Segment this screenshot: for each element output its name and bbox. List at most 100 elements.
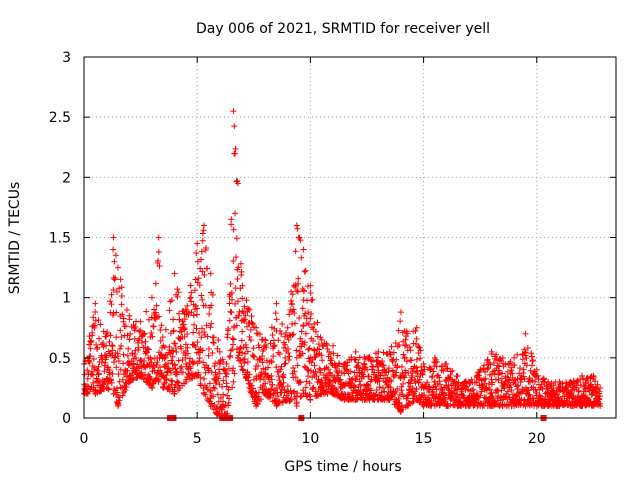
data-point	[507, 382, 514, 389]
data-point	[280, 379, 287, 386]
x-axis-label: GPS time / hours	[284, 459, 401, 475]
data-point	[258, 369, 265, 376]
data-point	[455, 383, 462, 390]
data-point	[117, 327, 124, 334]
data-point	[220, 377, 227, 384]
data-point	[182, 354, 189, 361]
data-point	[268, 385, 275, 392]
data-point	[92, 308, 99, 315]
data-point	[129, 361, 136, 368]
data-point	[118, 333, 125, 340]
data-point	[98, 358, 105, 365]
data-point	[237, 285, 244, 292]
data-point	[242, 341, 249, 348]
data-point	[300, 322, 307, 329]
data-point	[388, 378, 395, 385]
data-point	[118, 292, 125, 299]
data-point	[100, 328, 107, 335]
data-point	[108, 291, 115, 298]
data-point	[268, 376, 275, 383]
data-point	[487, 361, 494, 368]
data-point	[197, 374, 204, 381]
data-point	[103, 333, 110, 340]
data-point	[196, 358, 203, 365]
data-point	[92, 317, 99, 324]
data-point	[212, 360, 219, 367]
data-point	[416, 344, 423, 351]
data-point	[153, 302, 160, 309]
data-point	[403, 333, 410, 340]
data-point	[84, 375, 91, 382]
data-point	[228, 309, 235, 316]
data-point	[227, 352, 234, 359]
data-point	[536, 392, 543, 399]
data-point	[311, 347, 318, 354]
data-point	[106, 367, 113, 374]
data-point	[334, 388, 341, 395]
data-point	[162, 326, 169, 333]
data-point	[366, 354, 373, 361]
data-point	[115, 357, 122, 364]
data-point	[299, 350, 306, 357]
data-point	[272, 310, 279, 317]
data-point	[209, 291, 216, 298]
data-point	[243, 297, 250, 304]
data-point	[420, 360, 427, 367]
data-point	[404, 395, 411, 402]
data-point	[394, 363, 401, 370]
data-point	[94, 344, 101, 351]
axis-ticks: 0 0.5 1 1.5 2 2.5 3 0 5 10 15 20	[49, 50, 616, 447]
data-point	[251, 324, 258, 331]
data-point	[243, 374, 250, 381]
data-point	[194, 240, 201, 247]
data-point	[176, 310, 183, 317]
data-point	[118, 301, 125, 308]
data-point	[116, 378, 123, 385]
data-point	[453, 378, 460, 385]
data-point	[198, 256, 205, 263]
data-point	[381, 388, 388, 395]
data-point	[238, 337, 245, 344]
data-point	[384, 381, 391, 388]
data-point	[171, 390, 178, 397]
data-point	[347, 368, 354, 375]
data-point	[124, 367, 131, 374]
data-point	[491, 370, 498, 377]
data-point	[390, 349, 397, 356]
data-point	[575, 379, 582, 386]
data-point	[524, 345, 531, 352]
data-point	[178, 363, 185, 370]
data-point	[91, 322, 98, 329]
data-point	[168, 357, 175, 364]
data-point	[238, 363, 245, 370]
data-point	[529, 362, 536, 369]
data-point	[193, 325, 200, 332]
data-point	[403, 328, 410, 335]
data-point	[87, 345, 94, 352]
data-point	[113, 309, 120, 316]
data-point	[114, 264, 121, 271]
data-point	[589, 390, 596, 397]
data-point	[235, 352, 242, 359]
data-point	[148, 329, 155, 336]
data-point	[132, 318, 139, 325]
data-point	[291, 310, 298, 317]
data-point	[190, 321, 197, 328]
data-point	[228, 216, 235, 223]
data-point	[95, 370, 102, 377]
data-point	[288, 396, 295, 403]
data-point	[567, 379, 574, 386]
data-point	[229, 341, 236, 348]
x-tick-label: 5	[193, 431, 202, 447]
data-point	[403, 358, 410, 365]
data-point	[380, 362, 387, 369]
data-point	[104, 385, 111, 392]
data-point	[262, 380, 269, 387]
data-point	[374, 354, 381, 361]
data-point	[211, 363, 218, 370]
data-point	[305, 346, 312, 353]
data-point	[494, 362, 501, 369]
data-point	[385, 365, 392, 372]
data-point	[596, 396, 603, 403]
data-point	[210, 393, 217, 400]
